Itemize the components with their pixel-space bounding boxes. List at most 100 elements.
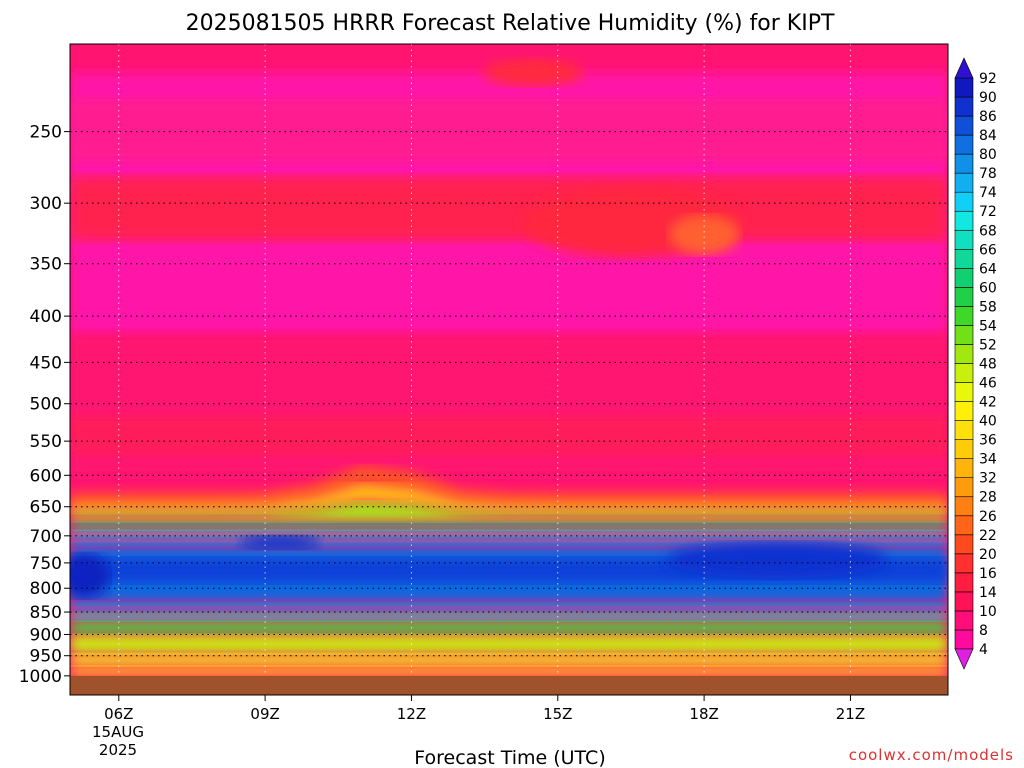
colorbar-label-34: 34: [979, 452, 997, 468]
x-tick-label-15Z: 15Z: [543, 705, 572, 723]
colorbar-label-66: 66: [979, 242, 997, 258]
colorbar-box-4: [954, 629, 974, 650]
rh-dry-pocket-top: [483, 58, 584, 87]
y-tick-label-750: 750: [30, 554, 62, 574]
colorbar-box-54: [954, 306, 974, 326]
colorbar-box-8: [954, 610, 974, 631]
x-axis: 06Z 09Z 12Z 15Z 18Z 21Z: [104, 695, 865, 723]
colorbar-label-26: 26: [979, 509, 997, 525]
x-tick-label-21Z: 21Z: [836, 705, 865, 723]
colorbar-box-74: [954, 172, 974, 193]
y-tick-label-700: 700: [30, 527, 62, 547]
ground-fill: [70, 675, 948, 695]
colorbar-label-14: 14: [979, 585, 997, 601]
rh-max-09z: [239, 535, 320, 550]
rh-band-lower-green: [70, 621, 948, 635]
colorbar-label-64: 64: [979, 261, 997, 277]
rh-band-dry-patch: [70, 176, 948, 241]
colorbar-label-68: 68: [979, 223, 997, 239]
colorbar-label-4: 4: [979, 642, 988, 658]
colorbar-label-46: 46: [979, 376, 997, 392]
rh-band-orange: [70, 465, 948, 504]
colorbar-box-20: [954, 534, 974, 555]
rh-band-lower-yellowgreen: [70, 634, 948, 654]
colorbar-box-58: [954, 287, 974, 307]
colorbar-label-52: 52: [979, 337, 997, 353]
colorbar-label-90: 90: [979, 90, 997, 106]
grid-layer: [70, 44, 948, 676]
colorbar-box-16: [954, 553, 974, 574]
colorbar-label-72: 72: [979, 204, 997, 220]
colorbar-box-26: [954, 496, 974, 517]
colorbar-box-22: [954, 515, 974, 536]
colorbar-label-8: 8: [979, 623, 988, 639]
colorbar-box-84: [954, 115, 974, 136]
colorbar-box-10: [954, 591, 974, 612]
colorbar-label-78: 78: [979, 166, 997, 182]
y-tick-label-450: 450: [30, 353, 62, 373]
colorbar-label-20: 20: [979, 547, 997, 563]
colorbar-box-28: [954, 477, 974, 498]
colorbar-label-32: 32: [979, 471, 997, 487]
colorbar-label-58: 58: [979, 299, 997, 315]
rh-dry-pocket-18z: [669, 214, 740, 255]
colorbar-label-80: 80: [979, 147, 997, 163]
rh-band-cyan: [70, 530, 948, 537]
colorbar-label-86: 86: [979, 109, 997, 125]
colorbar-box-72: [954, 191, 974, 212]
y-tick-label-900: 900: [30, 625, 62, 645]
y-axis: 2503003504004505005506006507007508008509…: [19, 123, 70, 687]
y-tick-label-250: 250: [30, 123, 62, 143]
colorbar-label-28: 28: [979, 490, 997, 506]
rh-band-lightgreen: [70, 501, 948, 522]
chart-title: 2025081505 HRRR Forecast Relative Humidi…: [186, 11, 835, 36]
y-tick-label-650: 650: [30, 498, 62, 518]
plot-area: [70, 44, 948, 695]
colorbar-box-36: [954, 420, 974, 440]
x-tick-label-18Z: 18Z: [689, 705, 718, 723]
rh-band-upper-light: [70, 98, 948, 162]
credit-text: coolwx.com/models: [849, 746, 1014, 764]
plot-frame: [69, 43, 949, 696]
y-tick-label-350: 350: [30, 255, 62, 275]
colorbar-box-52: [954, 325, 974, 345]
colorbar-label-40: 40: [979, 414, 997, 430]
humidity-field: [70, 58, 948, 676]
ground-layer: [70, 675, 948, 695]
colorbar-box-14: [954, 572, 974, 593]
rh-max-right: [667, 542, 888, 579]
y-tick-label-800: 800: [30, 579, 62, 599]
colorbar-label-60: 60: [979, 280, 997, 296]
colorbar-box-64: [954, 249, 974, 269]
rh-band-green: [70, 521, 948, 531]
colorbar-box-78: [954, 153, 974, 174]
y-tick-label-500: 500: [30, 395, 62, 415]
x-axis-label: Forecast Time (UTC): [414, 747, 605, 768]
colorbar-label-10: 10: [979, 604, 997, 620]
rh-max-left: [70, 553, 110, 598]
rh-band-500: [70, 415, 948, 456]
colorbar-box-60: [954, 268, 974, 288]
rh-band-surface-gold: [70, 665, 948, 676]
y-tick-label-600: 600: [30, 466, 62, 486]
colorbar-box-48: [954, 344, 974, 364]
y-tick-label-550: 550: [30, 432, 62, 452]
y-tick-label-1000: 1000: [19, 667, 62, 687]
colorbar-box-80: [954, 134, 974, 155]
rh-band-lower-lightblue: [70, 602, 948, 612]
colorbar-label-54: 54: [979, 318, 997, 334]
colorbar: 4810141620222628323436404246485254586064…: [954, 57, 997, 670]
colorbar-box-86: [954, 96, 974, 117]
rh-band-lower-cyan: [70, 612, 948, 622]
colorbar-box-42: [954, 382, 974, 402]
y-tick-label-400: 400: [30, 307, 62, 327]
colorbar-box-90: [954, 77, 974, 98]
colorbar-box-66: [954, 229, 974, 250]
colorbar-box-68: [954, 210, 974, 231]
rh-band-lower-yellow: [70, 653, 948, 666]
colorbar-label-74: 74: [979, 185, 997, 201]
colorbar-label-36: 36: [979, 433, 997, 449]
colorbar-label-42: 42: [979, 395, 997, 411]
colorbar-label-48: 48: [979, 357, 997, 373]
